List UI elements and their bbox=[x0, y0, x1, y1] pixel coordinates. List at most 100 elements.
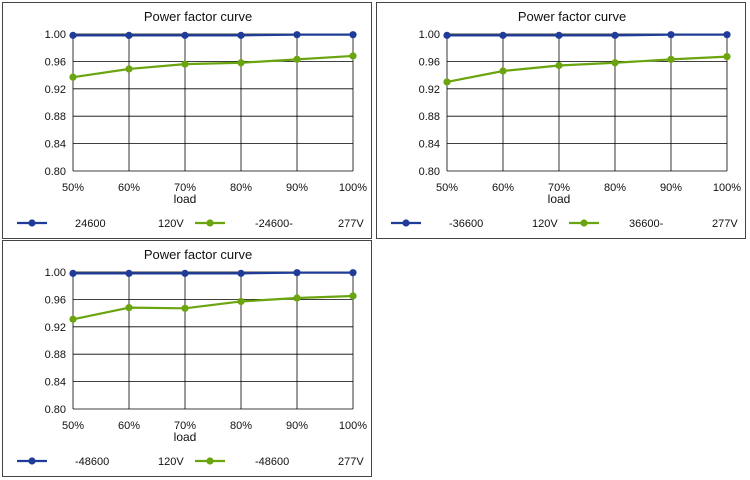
chart-title: Power factor curve bbox=[518, 9, 626, 24]
chart-title: Power factor curve bbox=[144, 247, 252, 262]
legend-series-name-1: -36600 bbox=[449, 218, 483, 230]
x-tick-label: 100% bbox=[713, 182, 741, 194]
y-tick-label: 0.80 bbox=[45, 166, 66, 178]
series-2-point bbox=[69, 315, 77, 323]
legend-series-name-1: 24600 bbox=[75, 218, 106, 230]
y-tick-label: 0.96 bbox=[45, 294, 66, 306]
y-tick-label: 0.96 bbox=[419, 56, 440, 68]
legend-marker-1 bbox=[28, 219, 36, 227]
series-2-point bbox=[611, 59, 619, 67]
legend-marker-2 bbox=[206, 457, 214, 465]
series-1-point bbox=[237, 269, 245, 277]
y-tick-label: 0.84 bbox=[419, 139, 440, 151]
series-1-point bbox=[555, 31, 563, 39]
series-2-point bbox=[723, 53, 731, 61]
legend-series-voltage-1: 120V bbox=[158, 456, 184, 468]
series-line-2 bbox=[72, 54, 354, 79]
y-tick-label: 0.80 bbox=[419, 166, 440, 178]
y-tick-label: 1.00 bbox=[45, 267, 66, 279]
series-1-point bbox=[181, 31, 189, 39]
series-1-point bbox=[69, 269, 77, 277]
legend-marker-1 bbox=[28, 457, 36, 465]
legend-series-name-2: -48600 bbox=[255, 456, 289, 468]
series-2-point bbox=[499, 67, 507, 75]
y-tick-label: 0.80 bbox=[45, 404, 66, 416]
y-tick-label: 0.84 bbox=[45, 139, 66, 151]
x-tick-label: 100% bbox=[339, 420, 367, 432]
x-tick-label: 60% bbox=[492, 182, 514, 194]
chart-panel-2: Power factor curve 1.00 0.96 0.92 0.88 0.84 0.… bbox=[376, 2, 746, 239]
series-1-point bbox=[723, 31, 731, 39]
legend-marker-1 bbox=[402, 219, 410, 227]
y-tick-label: 0.88 bbox=[419, 111, 440, 123]
series-1-point bbox=[443, 31, 451, 39]
chart-title: Power factor curve bbox=[144, 9, 252, 24]
y-tick-label: 1.00 bbox=[45, 29, 66, 41]
series-2-point bbox=[667, 55, 675, 63]
legend-series-name-2: -24600- bbox=[255, 218, 293, 230]
series-line-1 bbox=[73, 271, 353, 275]
x-axis-label: load bbox=[174, 430, 197, 444]
series-1-point bbox=[667, 31, 675, 39]
legend-series-voltage-1: 120V bbox=[532, 218, 558, 230]
y-tick-label: 0.92 bbox=[45, 322, 66, 334]
series-2-point bbox=[237, 297, 245, 306]
legend-series-name-2: 36600- bbox=[629, 218, 664, 230]
series-1-point bbox=[293, 31, 301, 39]
series-line-1 bbox=[447, 33, 727, 37]
x-tick-label: 90% bbox=[660, 182, 682, 194]
legend-marker-2 bbox=[206, 219, 214, 227]
series-2-point bbox=[349, 292, 357, 300]
x-tick-label: 50% bbox=[62, 420, 84, 432]
series-1-point bbox=[69, 31, 77, 39]
series-line-2 bbox=[72, 294, 354, 321]
x-tick-label: 80% bbox=[230, 420, 252, 432]
series-1-point bbox=[181, 269, 189, 277]
chart-svg: Power factor curve 1.00 0.96 0.92 0.88 0.84 0.… bbox=[17, 247, 367, 468]
x-tick-label: 90% bbox=[286, 182, 308, 194]
legend-series-name-1: -48600 bbox=[75, 456, 109, 468]
series-line-1 bbox=[73, 33, 353, 37]
x-tick-label: 90% bbox=[286, 420, 308, 432]
x-axis-label: load bbox=[174, 192, 197, 206]
series-2-point bbox=[555, 61, 563, 70]
x-axis-label: load bbox=[548, 192, 571, 206]
x-tick-label: 60% bbox=[118, 182, 140, 194]
y-tick-label: 0.96 bbox=[45, 56, 66, 68]
legend-marker-2 bbox=[580, 219, 588, 227]
x-tick-label: 50% bbox=[62, 182, 84, 194]
chart-panel-1: Power factor curve 1.00 0.96 0.92 0.88 0.84 0.… bbox=[2, 2, 372, 239]
y-tick-label: 0.88 bbox=[45, 349, 66, 361]
series-line-2 bbox=[446, 55, 728, 84]
series-1-point bbox=[125, 31, 133, 39]
series-2-point bbox=[237, 59, 245, 67]
series-2-point bbox=[443, 78, 451, 86]
x-tick-label: 70% bbox=[548, 182, 570, 194]
legend-series-voltage-2: 277V bbox=[338, 456, 364, 468]
x-tick-label: 60% bbox=[118, 420, 140, 432]
x-tick-label: 50% bbox=[436, 182, 458, 194]
series-1-point bbox=[293, 269, 301, 277]
chart-svg: Power factor curve 1.00 0.96 0.92 0.88 0.84 0.… bbox=[17, 9, 367, 230]
series-1-point bbox=[125, 269, 133, 277]
y-tick-label: 1.00 bbox=[419, 29, 440, 41]
legend-series-voltage-1: 120V bbox=[158, 218, 184, 230]
chart-panel-3: Power factor curve 1.00 0.96 0.92 0.88 0.84 0.… bbox=[2, 240, 372, 477]
series-2-point bbox=[349, 52, 357, 60]
series-1-point bbox=[237, 31, 245, 39]
series-2-point bbox=[125, 304, 133, 312]
series-2-point bbox=[181, 60, 189, 68]
series-1-point bbox=[349, 269, 357, 277]
x-tick-label: 70% bbox=[174, 182, 196, 194]
series-1-point bbox=[349, 31, 357, 39]
x-tick-label: 70% bbox=[174, 420, 196, 432]
legend-series-voltage-2: 277V bbox=[338, 218, 364, 230]
y-tick-label: 0.92 bbox=[45, 84, 66, 96]
series-2-point bbox=[69, 73, 77, 81]
series-2-point bbox=[293, 55, 301, 63]
y-tick-label: 0.92 bbox=[419, 84, 440, 96]
x-tick-label: 100% bbox=[339, 182, 367, 194]
series-2-point bbox=[181, 304, 189, 312]
x-tick-label: 80% bbox=[604, 182, 626, 194]
legend-series-voltage-2: 277V bbox=[712, 218, 738, 230]
